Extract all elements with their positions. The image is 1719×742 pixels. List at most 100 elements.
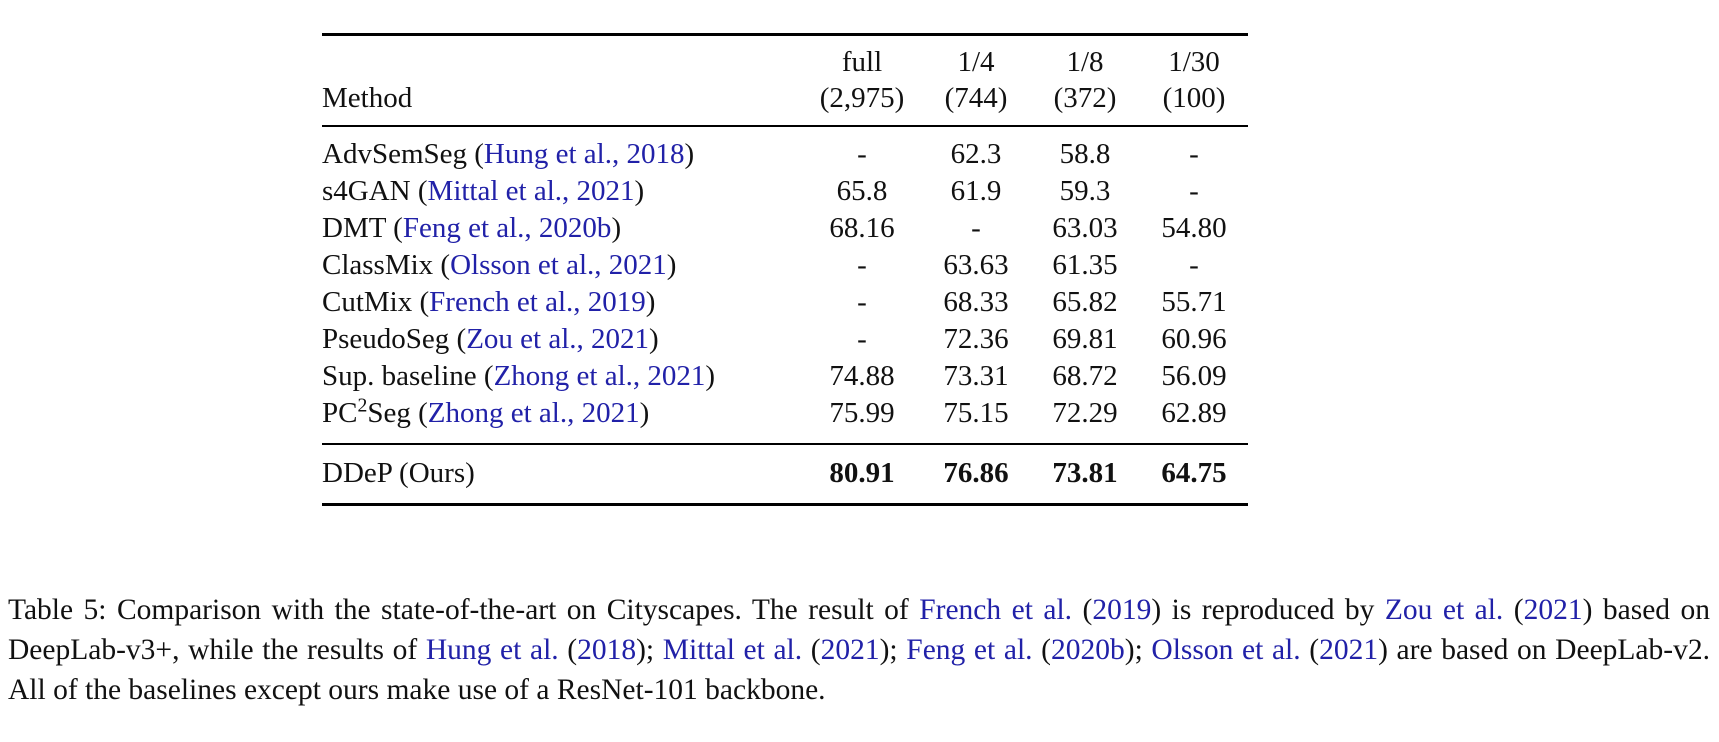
- value-cell: 61.35: [1052, 249, 1118, 281]
- value-cell: 63.63: [943, 249, 1009, 281]
- citation-link[interactable]: 2021: [1319, 633, 1379, 666]
- text-segment: (: [1503, 593, 1524, 626]
- column-header-full: full (2,975): [802, 35, 922, 127]
- table-row: CutMix (French et al., 2019) - 68.33 65.82 5…: [322, 284, 1248, 321]
- table-body: AdvSemSeg (Hung et al., 2018) -62.3 58.8- s…: [322, 126, 1248, 444]
- citation-link[interactable]: 2018: [577, 633, 637, 666]
- column-header-line2: (744): [944, 82, 1008, 114]
- text-segment: ): [684, 138, 695, 170]
- text-segment: ): [645, 286, 656, 318]
- superscript: 2: [357, 394, 368, 417]
- citation-link[interactable]: Zou et al., 2021: [466, 323, 650, 355]
- value-cell: 61.9: [950, 175, 1002, 207]
- column-header-quarter: 1/4 (744): [922, 35, 1030, 127]
- citation-link[interactable]: French et al., 2019: [429, 286, 646, 318]
- value-cell: 59.3: [1059, 175, 1111, 207]
- value-cell: 65.82: [1052, 286, 1118, 318]
- value-cell: 64.75: [1161, 457, 1227, 489]
- value-cell: -: [1189, 249, 1199, 281]
- method-header-label: Method: [322, 82, 413, 114]
- value-cell: 69.81: [1052, 323, 1118, 355]
- value-cell: 55.71: [1161, 286, 1227, 318]
- value-cell: 62.89: [1161, 397, 1227, 429]
- table-caption: Table 5: Comparison with the state-of-th…: [8, 590, 1710, 710]
- citation-link[interactable]: Mittal et al.: [662, 633, 803, 666]
- text-segment: ) is reproduced by: [1151, 593, 1385, 626]
- value-cell: 73.81: [1052, 457, 1118, 489]
- citation-link[interactable]: Hung et al.: [425, 633, 559, 666]
- value-cell: 75.15: [943, 397, 1009, 429]
- method-cell: DDeP (Ours): [322, 444, 802, 505]
- text-segment: );: [1124, 633, 1152, 666]
- citation-link[interactable]: 2021: [1523, 593, 1583, 626]
- value-cell: 76.86: [943, 457, 1009, 489]
- citation-link[interactable]: Zou et al.: [1384, 593, 1504, 626]
- value-cell: 68.16: [829, 212, 895, 244]
- text-segment: Seg (: [367, 397, 428, 429]
- citation-link[interactable]: Zhong et al., 2021: [427, 397, 640, 429]
- citation-link[interactable]: Olsson et al., 2021: [450, 249, 667, 281]
- method-cell: CutMix (French et al., 2019): [322, 284, 802, 321]
- method-cell: PC2Seg (Zhong et al., 2021): [322, 395, 802, 444]
- text-segment: Sup. baseline (: [322, 360, 494, 392]
- text-segment: ) are based on DeepLab-v2. All of the ba…: [8, 633, 1710, 706]
- value-cell: -: [1189, 175, 1199, 207]
- column-header-line1: 1/8: [1066, 46, 1104, 78]
- method-name: DDeP (Ours): [322, 457, 475, 489]
- citation-link[interactable]: Feng et al., 2020b: [402, 212, 612, 244]
- value-cell: 74.88: [829, 360, 895, 392]
- citation-link[interactable]: Mittal et al., 2021: [427, 175, 635, 207]
- value-cell: -: [857, 286, 867, 318]
- citation-link[interactable]: Hung et al., 2018: [483, 138, 685, 170]
- text-segment: ): [666, 249, 677, 281]
- table-row: PseudoSeg (Zou et al., 2021) - 72.36 69.81 6…: [322, 321, 1248, 358]
- citation-link[interactable]: Feng et al.: [906, 633, 1033, 666]
- table-row: ClassMix (Olsson et al., 2021) - 63.63 61.3…: [322, 247, 1248, 284]
- text-segment: PC: [322, 397, 358, 429]
- column-header-eighth: 1/8 (372): [1030, 35, 1140, 127]
- citation-link[interactable]: Olsson et al.: [1151, 633, 1301, 666]
- value-cell: 80.91: [829, 457, 895, 489]
- citation-link[interactable]: 2021: [820, 633, 880, 666]
- results-table: Method full (2,975) 1/4 (744) 1/8 (372) …: [322, 33, 1248, 506]
- value-cell: 68.72: [1052, 360, 1118, 392]
- column-header-line2: (2,975): [819, 82, 905, 114]
- value-cell: 60.96: [1161, 323, 1227, 355]
- column-header-line1: 1/30: [1168, 46, 1220, 78]
- citation-link[interactable]: French et al.: [919, 593, 1073, 626]
- column-header-line1: 1/4: [957, 46, 995, 78]
- value-cell: 54.80: [1161, 212, 1227, 244]
- method-cell: s4GAN (Mittal et al., 2021): [322, 173, 802, 210]
- citation-link[interactable]: 2019: [1092, 593, 1152, 626]
- text-segment: ): [705, 360, 716, 392]
- table-final-section: DDeP (Ours) 80.91 76.86 73.81 64.75: [322, 444, 1248, 505]
- value-cell: -: [857, 138, 867, 170]
- value-cell: -: [1189, 138, 1199, 170]
- table-row: Sup. baseline (Zhong et al., 2021) 74.88 7…: [322, 358, 1248, 395]
- text-segment: ): [639, 397, 650, 429]
- column-header-line1: full: [841, 46, 883, 78]
- value-cell: 68.33: [943, 286, 1009, 318]
- method-cell: PseudoSeg (Zou et al., 2021): [322, 321, 802, 358]
- column-header-method: Method: [322, 35, 802, 127]
- text-segment: (: [1072, 593, 1093, 626]
- text-segment: AdvSemSeg (: [322, 138, 484, 170]
- text-segment: ClassMix (: [322, 249, 451, 281]
- value-cell: 75.99: [829, 397, 895, 429]
- column-header-line2: (100): [1162, 82, 1226, 114]
- text-segment: (: [1300, 633, 1320, 666]
- text-segment: (: [558, 633, 578, 666]
- text-segment: PseudoSeg (: [322, 323, 467, 355]
- citation-link[interactable]: 2020b: [1051, 633, 1125, 666]
- citation-link[interactable]: Zhong et al., 2021: [493, 360, 706, 392]
- value-cell: 73.31: [943, 360, 1009, 392]
- text-segment: ) based on DeepLab-v3+, while the result…: [8, 593, 1710, 666]
- text-segment: Table 5: Comparison with the state-of-th…: [8, 593, 920, 626]
- text-segment: ): [634, 175, 645, 207]
- method-cell: Sup. baseline (Zhong et al., 2021): [322, 358, 802, 395]
- text-segment: s4GAN (: [322, 175, 428, 207]
- table-row: PC2Seg (Zhong et al., 2021) 75.99 75.15 72.…: [322, 395, 1248, 444]
- table-header-row: Method full (2,975) 1/4 (744) 1/8 (372) …: [322, 35, 1248, 127]
- text-segment: DMT (: [322, 212, 403, 244]
